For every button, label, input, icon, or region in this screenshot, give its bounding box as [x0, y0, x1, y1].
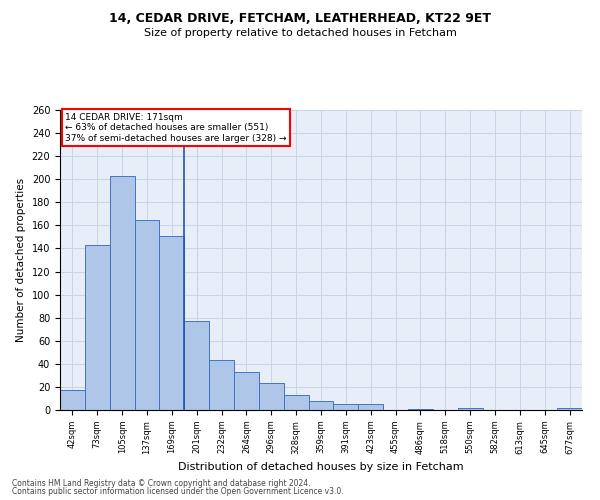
Bar [209, 360, 234, 410]
Bar [184, 321, 209, 410]
Text: 14, CEDAR DRIVE, FETCHAM, LEATHERHEAD, KT22 9ET: 14, CEDAR DRIVE, FETCHAM, LEATHERHEAD, K… [109, 12, 491, 26]
Bar [259, 384, 284, 410]
Bar [557, 408, 582, 410]
Bar [60, 390, 85, 410]
Bar [160, 236, 184, 410]
Bar [358, 404, 383, 410]
Bar [308, 401, 334, 410]
Bar [85, 245, 110, 410]
Bar [458, 408, 482, 410]
Bar [234, 372, 259, 410]
Bar [110, 176, 134, 410]
Bar [334, 404, 358, 410]
Text: 14 CEDAR DRIVE: 171sqm
← 63% of detached houses are smaller (551)
37% of semi-de: 14 CEDAR DRIVE: 171sqm ← 63% of detached… [65, 113, 287, 143]
Text: Size of property relative to detached houses in Fetcham: Size of property relative to detached ho… [143, 28, 457, 38]
Text: Contains HM Land Registry data © Crown copyright and database right 2024.: Contains HM Land Registry data © Crown c… [12, 478, 311, 488]
X-axis label: Distribution of detached houses by size in Fetcham: Distribution of detached houses by size … [178, 462, 464, 472]
Bar [134, 220, 160, 410]
Y-axis label: Number of detached properties: Number of detached properties [16, 178, 26, 342]
Bar [408, 409, 433, 410]
Bar [284, 395, 308, 410]
Text: Contains public sector information licensed under the Open Government Licence v3: Contains public sector information licen… [12, 487, 344, 496]
